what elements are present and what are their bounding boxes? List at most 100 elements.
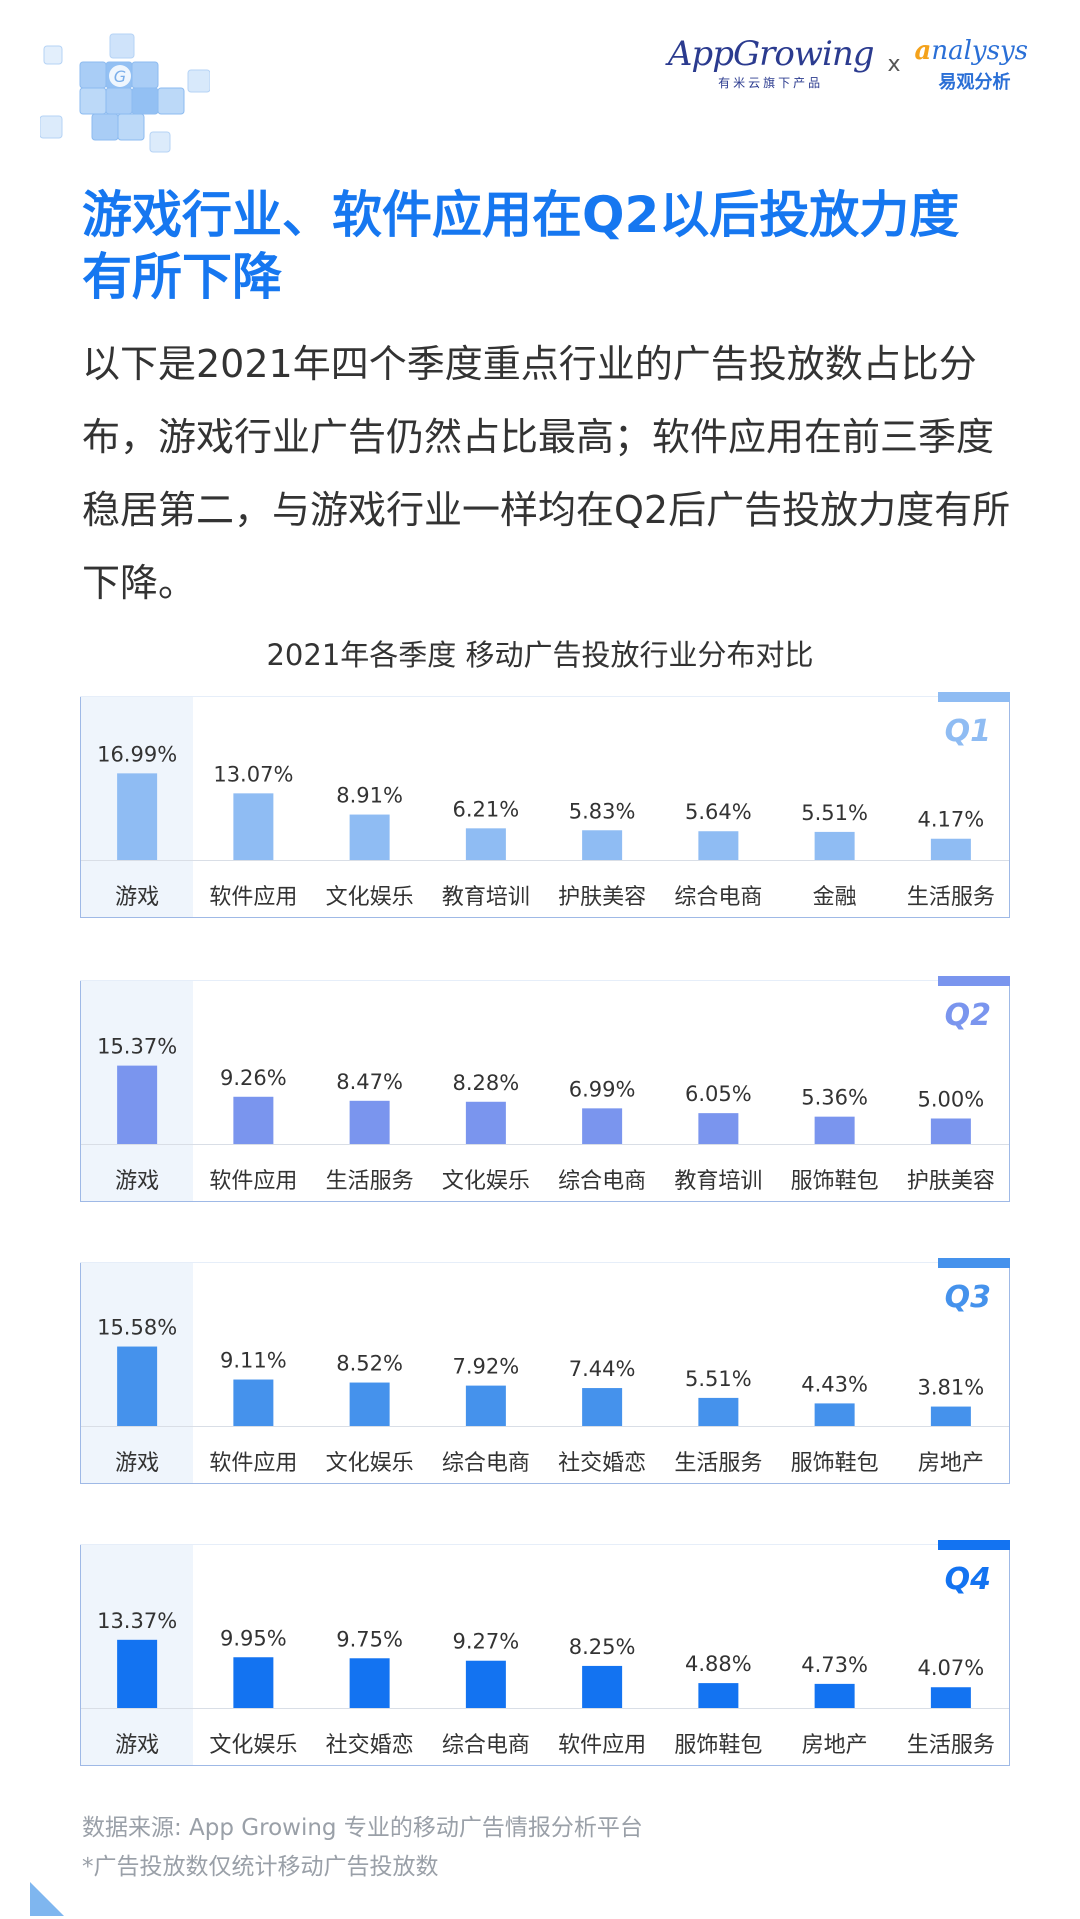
category-label: 教育培训 <box>442 885 530 910</box>
value-label: 8.52% <box>336 1352 403 1376</box>
category-label: 软件应用 <box>558 1733 646 1758</box>
chart-baseline <box>81 1426 1009 1427</box>
bar-q1-7 <box>930 838 971 860</box>
category-label: 文化娱乐 <box>326 1451 414 1476</box>
value-label: 15.58% <box>97 1316 177 1340</box>
category-label: 游戏 <box>115 1169 159 1194</box>
category-label: 文化娱乐 <box>442 1169 530 1194</box>
value-label: 15.37% <box>97 1035 177 1059</box>
category-label: 游戏 <box>115 885 159 910</box>
data-source-note: 数据来源: App Growing 专业的移动广告情报分析平台 <box>82 1815 643 1841</box>
value-label: 13.37% <box>97 1609 177 1633</box>
value-label: 6.99% <box>569 1077 636 1101</box>
value-label: 5.51% <box>801 801 868 825</box>
category-label: 服饰鞋包 <box>674 1733 762 1758</box>
value-label: 7.92% <box>453 1355 520 1379</box>
partner-logos: AppGrowing 有米云旗下产品 x analysys 易观分析 <box>668 34 1028 104</box>
value-label: 5.64% <box>685 800 752 824</box>
bar-q1-6 <box>814 831 855 860</box>
analysys-logo-subtitle: 易观分析 <box>938 72 1011 93</box>
analysys-logo: analysys 易观分析 <box>915 34 1028 94</box>
bar-q4-3 <box>465 1660 506 1708</box>
analysys-logo-name: analysys <box>915 34 1028 68</box>
value-label: 7.44% <box>569 1357 636 1381</box>
bar-q4-5 <box>698 1683 739 1708</box>
bar-q1-3 <box>465 828 506 860</box>
page-headline: 游戏行业、软件应用在Q2以后投放力度 有所下降 <box>82 184 1012 308</box>
appgrowing-logo: AppGrowing 有米云旗下产品 <box>667 34 875 91</box>
value-label: 9.11% <box>220 1349 287 1373</box>
value-label: 9.95% <box>220 1626 287 1650</box>
bar-chart-q4: 13.37% 游戏 9.95% 文化娱乐 9.75% 社交婚恋 9.27% 综合电商 8.25%… <box>97 1609 995 1758</box>
value-label: 16.99% <box>97 742 177 766</box>
analysys-logo-letter: a <box>914 36 932 66</box>
bar-q1-5 <box>698 831 739 860</box>
category-label: 文化娱乐 <box>209 1733 297 1758</box>
category-label: 生活服务 <box>907 1733 995 1758</box>
value-label: 4.88% <box>685 1652 752 1676</box>
bar-q2-1 <box>233 1096 274 1144</box>
bar-q3-5 <box>698 1397 739 1426</box>
category-label: 金融 <box>813 885 857 910</box>
value-label: 8.25% <box>569 1635 636 1659</box>
bar-q2-2 <box>349 1100 390 1144</box>
quarter-label: Q4 <box>944 1562 991 1597</box>
bar-q2-6 <box>814 1116 855 1144</box>
bar-q4-1 <box>233 1657 274 1708</box>
category-label: 社交婚恋 <box>326 1733 414 1758</box>
panel-top-line <box>80 980 1010 981</box>
category-label: 综合电商 <box>442 1733 530 1758</box>
value-label: 4.17% <box>918 808 985 832</box>
bar-q1-1 <box>233 793 274 860</box>
category-label: 生活服务 <box>907 885 995 910</box>
appgrowing-logo-subtitle: 有米云旗下产品 <box>718 76 824 90</box>
category-label: 服饰鞋包 <box>791 1451 879 1476</box>
chart-title: 2021年各季度 移动广告投放行业分布对比 <box>266 638 814 672</box>
value-label: 8.91% <box>336 784 403 808</box>
intro-paragraph: 以下是2021年四个季度重点行业的广告投放数占比分布，游戏行业广告仍然占比最高；… <box>82 342 1011 605</box>
chart-panel-q2: 15.37% 游戏 9.26% 软件应用 8.47% 生活服务 8.28% 文化娱乐 6.99%… <box>80 976 1010 1202</box>
value-label: 5.51% <box>685 1367 752 1391</box>
category-label: 房地产 <box>802 1733 868 1758</box>
quarter-accent-bar <box>938 1258 1010 1268</box>
category-label: 服饰鞋包 <box>791 1169 879 1194</box>
bar-q3-4 <box>582 1388 623 1426</box>
bar-q3-6 <box>814 1403 855 1426</box>
bar-chart-q2: 15.37% 游戏 9.26% 软件应用 8.47% 生活服务 8.28% 文化娱乐 6.99%… <box>97 1035 995 1194</box>
bar-q4-4 <box>582 1665 623 1708</box>
bar-q3-7 <box>930 1406 971 1426</box>
chart-panel-q4: 13.37% 游戏 9.95% 文化娱乐 9.75% 社交婚恋 9.27% 综合电商 8.25%… <box>80 1540 1010 1766</box>
footnote: *广告投放数仅统计移动广告投放数 <box>82 1854 439 1880</box>
category-label: 房地产 <box>918 1451 984 1476</box>
quarter-label: Q1 <box>944 714 991 749</box>
category-label: 生活服务 <box>326 1169 414 1194</box>
corner-triangle-icon <box>30 1882 64 1916</box>
value-label: 4.73% <box>801 1653 868 1677</box>
chart-baseline <box>81 860 1009 861</box>
value-label: 4.07% <box>918 1656 985 1680</box>
category-label: 综合电商 <box>558 1169 646 1194</box>
value-label: 6.05% <box>685 1082 752 1106</box>
chart-baseline <box>81 1708 1009 1709</box>
bar-q4-6 <box>814 1683 855 1708</box>
svg-text:G: G <box>114 67 126 86</box>
category-label: 综合电商 <box>442 1451 530 1476</box>
bar-q2-5 <box>698 1113 739 1144</box>
panel-top-line <box>80 1262 1010 1263</box>
quarter-accent-bar <box>938 692 1010 702</box>
appgrowing-logo-name: AppGrowing <box>667 34 875 74</box>
value-label: 8.47% <box>336 1070 403 1094</box>
analysys-logo-rest: nalysys <box>931 36 1028 66</box>
value-label: 3.81% <box>918 1376 985 1400</box>
category-label: 护肤美容 <box>907 1169 995 1194</box>
category-label: 软件应用 <box>209 885 297 910</box>
quarter-label: Q3 <box>944 1280 991 1315</box>
chart-baseline <box>81 1144 1009 1145</box>
value-label: 6.21% <box>453 797 520 821</box>
bar-q3-1 <box>233 1379 274 1426</box>
chart-panel-q1: 16.99% 游戏 13.07% 软件应用 8.91% 文化娱乐 6.21% 教育培训 5.83… <box>80 692 1010 918</box>
category-label: 综合电商 <box>674 885 762 910</box>
value-label: 5.36% <box>801 1086 868 1110</box>
value-label: 9.26% <box>220 1066 287 1090</box>
category-label: 社交婚恋 <box>558 1451 646 1476</box>
